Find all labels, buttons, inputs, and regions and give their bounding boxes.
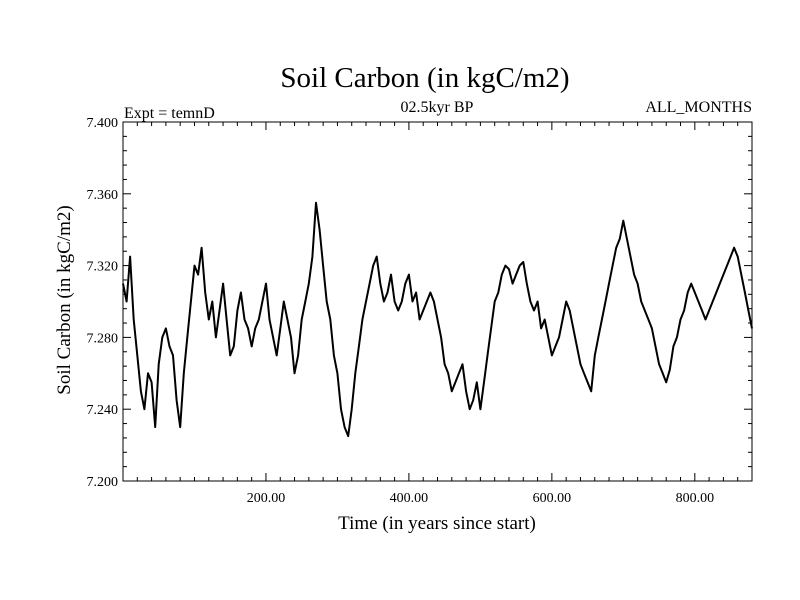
x-tick-label: 400.00 [390,491,429,506]
period-label: 02.5kyr BP [401,99,474,116]
soil-carbon-series-line [122,201,753,438]
months-label: ALL_MONTHS [645,99,752,116]
y-axis-label: Soil Carbon (in kgC/m2) [54,205,75,394]
x-tick-label: 800.00 [676,491,715,506]
chart-title: Soil Carbon (in kgC/m2) [280,62,569,94]
y-tick-label: 7.360 [87,188,119,203]
x-axis-label: Time (in years since start) [338,513,536,534]
y-tick-label: 7.400 [87,116,119,131]
y-tick-label: 7.200 [87,475,119,490]
experiment-label: Expt = temnD [124,105,215,122]
x-tick-label: 600.00 [533,491,572,506]
y-tick-label: 7.280 [87,331,119,346]
x-tick-label: 200.00 [247,491,286,506]
plot-frame [122,121,753,482]
y-tick-label: 7.320 [87,260,119,275]
y-tick-label: 7.240 [87,403,119,418]
